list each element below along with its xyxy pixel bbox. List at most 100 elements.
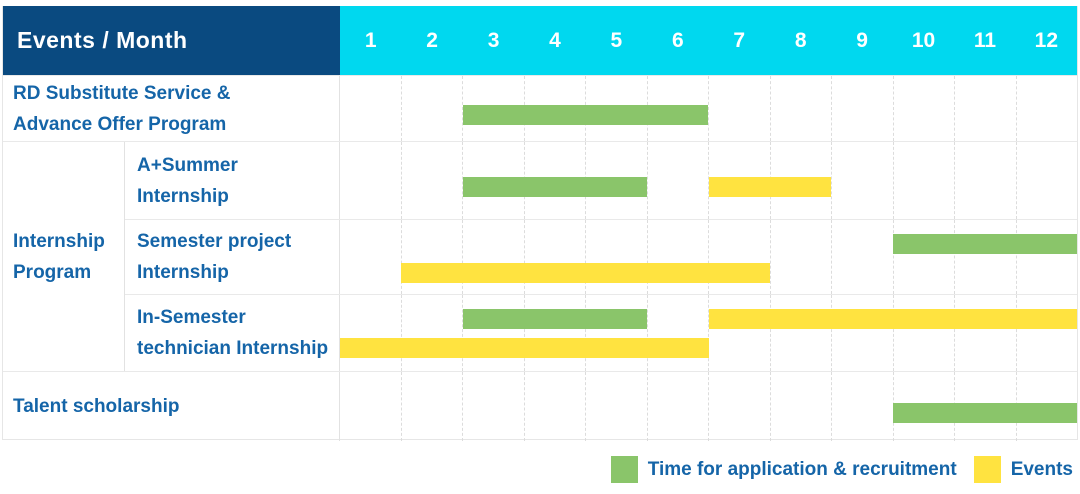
table-row: Semester project Internship — [125, 219, 1077, 294]
gantt-bar-application — [462, 309, 648, 329]
month-gridlines — [340, 220, 1077, 294]
legend: Time for application & recruitment Events — [610, 456, 1073, 483]
month-grid-cell — [585, 295, 647, 371]
month-grid-cell — [400, 142, 463, 219]
month-grid-cell — [954, 220, 1016, 294]
gantt-track — [340, 76, 1077, 141]
month-grid-cell — [892, 76, 955, 141]
row-label-talent-scholarship: Talent scholarship — [3, 372, 340, 441]
month-grid-cell — [585, 220, 647, 294]
month-grid-cell — [831, 372, 893, 441]
table-row: In-Semester technician Internship — [125, 294, 1077, 371]
row-label-line: In-Semester — [137, 307, 246, 328]
month-grid-cell — [646, 372, 709, 441]
month-grid-cell — [400, 76, 463, 141]
group-sub-rows: A+Summer Internship Semester project Int… — [125, 142, 1077, 371]
month-grid-cell — [708, 295, 770, 371]
month-grid-cell — [831, 142, 893, 219]
month-grid-cell — [340, 220, 401, 294]
month-grid-cell — [708, 142, 770, 219]
month-grid-cell — [340, 142, 401, 219]
month-grid-cell — [708, 372, 770, 441]
month-grid-cell — [400, 220, 463, 294]
month-grid-cell — [769, 295, 832, 371]
row-label-a-plus-summer: A+Summer Internship — [125, 142, 340, 219]
month-grid-cell — [1015, 76, 1078, 141]
month-grid-cell — [708, 220, 770, 294]
month-grid-cell — [646, 220, 709, 294]
month-grid-cell — [646, 142, 709, 219]
month-grid-cell — [462, 220, 524, 294]
table-header-row: Events / Month 1 2 3 4 5 6 7 8 9 10 11 12 — [3, 6, 1077, 75]
row-label-line: Internship — [137, 185, 229, 207]
group-label-internship-program: Internship Program — [3, 142, 125, 371]
gantt-bar-event — [708, 309, 1077, 329]
month-label: 5 — [610, 28, 623, 52]
legend-item-event: Events — [973, 456, 1073, 483]
month-grid-cell — [892, 142, 955, 219]
schedule-table: Events / Month 1 2 3 4 5 6 7 8 9 10 11 12 RD Substi… — [2, 6, 1078, 441]
month-gridlines — [340, 76, 1077, 141]
internship-program-group: Internship Program A+Summer Internship S… — [3, 141, 1077, 371]
month-grid-cell — [462, 372, 524, 441]
month-grid-cell — [708, 76, 770, 141]
month-grid-cell — [954, 76, 1016, 141]
table-row: RD Substitute Service & Advance Offer Pr… — [3, 75, 1077, 141]
group-label-line: Program — [13, 261, 92, 283]
month-grid-cell — [769, 372, 832, 441]
month-grid-cell — [831, 76, 893, 141]
gantt-bar-application — [892, 403, 1077, 424]
month-label: 2 — [426, 28, 438, 52]
month-grid-cell — [340, 76, 401, 141]
row-label-line: A+Summer — [137, 154, 238, 176]
row-label-line: Semester project — [137, 231, 292, 252]
table-row: A+Summer Internship — [125, 142, 1077, 219]
gantt-track — [340, 142, 1077, 219]
table-title: Events / Month — [17, 27, 188, 53]
row-label-rd-substitute: RD Substitute Service & Advance Offer Pr… — [3, 76, 340, 141]
month-grid-cell — [462, 142, 524, 219]
events-month-header-cell: Events / Month — [3, 6, 340, 75]
month-grid-cell — [954, 295, 1016, 371]
month-label: 3 — [487, 28, 500, 52]
month-label: 12 — [1034, 28, 1059, 52]
row-label-semester-project: Semester project Internship — [125, 220, 340, 294]
legend-swatch-application — [610, 456, 638, 483]
group-label-line: Internship — [13, 230, 105, 252]
month-grid-cell — [769, 220, 832, 294]
gantt-bar-application — [462, 105, 709, 126]
legend-label: Time for application & recruitment — [647, 458, 957, 480]
legend-swatch-event — [973, 456, 1001, 483]
row-label-line: Talent scholarship — [13, 396, 180, 417]
gantt-bar-application — [892, 234, 1077, 254]
gantt-track — [340, 295, 1077, 371]
month-grid-cell — [462, 76, 524, 141]
month-grid-cell — [1015, 295, 1078, 371]
gantt-bar-application — [462, 176, 648, 197]
month-grid-cell — [340, 295, 401, 371]
table-row: Talent scholarship — [3, 371, 1077, 441]
month-grid-cell — [523, 295, 586, 371]
month-label: 7 — [733, 28, 746, 52]
gantt-track — [340, 220, 1077, 294]
month-grid-cell — [523, 220, 586, 294]
month-label: 6 — [671, 28, 684, 52]
month-label: 4 — [549, 28, 561, 52]
month-grid-cell — [1015, 220, 1078, 294]
month-label: 9 — [856, 28, 868, 52]
row-label-line: RD Substitute Service & — [13, 82, 231, 104]
legend-label: Events — [1010, 458, 1073, 480]
month-grid-cell — [646, 295, 709, 371]
month-label: 8 — [794, 28, 807, 52]
month-grid-cell — [585, 372, 647, 441]
month-gridlines — [340, 295, 1077, 371]
row-label-line: technician Internship — [137, 338, 329, 359]
month-header-cells: 1 2 3 4 5 6 7 8 9 10 11 12 — [340, 6, 1077, 75]
month-grid-cell — [954, 142, 1016, 219]
month-grid-cell — [462, 295, 524, 371]
month-grid-cell — [400, 372, 463, 441]
gantt-bar-event — [401, 263, 770, 283]
month-grid-cell — [831, 295, 893, 371]
month-grid-cell — [892, 295, 955, 371]
